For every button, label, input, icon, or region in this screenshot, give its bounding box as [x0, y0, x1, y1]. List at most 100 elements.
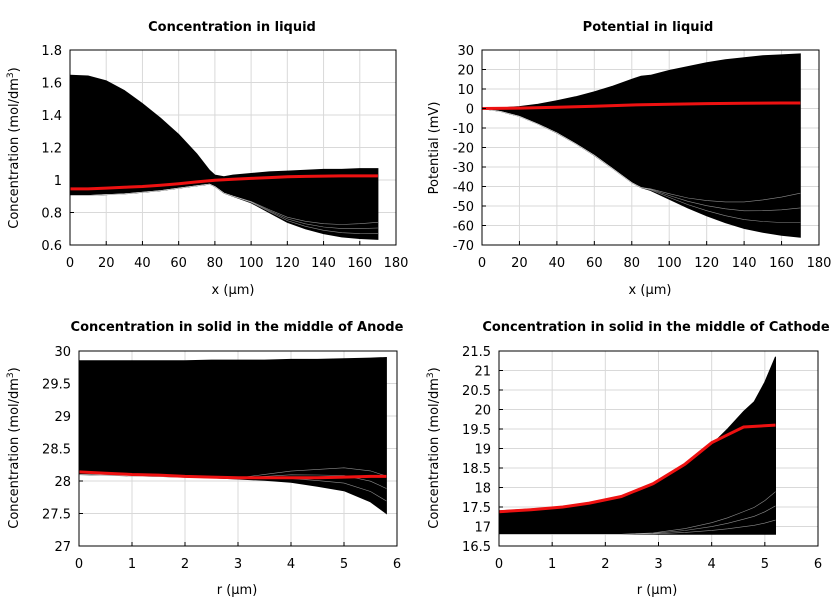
y-tick-label: 1.8	[41, 44, 62, 59]
y-axis-ticks: -70 -60 -50 -40 -30 -20 -10 0 10 20 30	[453, 44, 486, 254]
mean-series-line	[70, 174, 378, 191]
trace-line	[499, 491, 776, 535]
x-axis-label: x (µm)	[629, 283, 672, 298]
x-tick-label: 80	[624, 256, 641, 271]
x-tick-label: 160	[347, 256, 372, 271]
y-tick-label: 1.6	[41, 77, 62, 92]
trace-envelope-area	[78, 356, 387, 515]
y-tick-label: 27	[54, 540, 71, 555]
x-tick-label: 3	[234, 557, 242, 572]
x-tick-label: 20	[98, 256, 115, 271]
x-tick-label: 100	[239, 256, 264, 271]
y-tick-label: -60	[453, 220, 474, 235]
trace-envelope	[481, 53, 801, 238]
y-tick-label: 1.2	[41, 142, 62, 157]
y-axis-label-main: Concentration (mol/dm	[7, 78, 22, 229]
x-tick-label: 120	[275, 256, 300, 271]
y-tick-label: 27.5	[42, 508, 71, 523]
x-axis-ticks: 0 1 2 3 4 5 6	[495, 542, 822, 572]
panel-concentration-liquid: Concentration in liquid 0 20 40 60 80 100 120 1…	[6, 20, 408, 298]
y-tick-label: 29.5	[42, 378, 71, 393]
x-tick-label: 0	[75, 557, 83, 572]
x-tick-label: 1	[548, 557, 556, 572]
x-axis-ticks: 0 1 2 3 4 5 6	[75, 542, 401, 572]
x-tick-label: 180	[807, 256, 832, 271]
y-tick-label: 16.5	[462, 540, 491, 555]
y-axis-label-main: Concentration (mol/dm	[427, 378, 442, 529]
mean-series-line	[498, 423, 776, 514]
y-tick-label: 10	[457, 83, 474, 98]
y-tick-label: -30	[453, 161, 474, 176]
x-tick-label: 20	[511, 256, 528, 271]
y-tick-label: 20	[457, 64, 474, 79]
y-axis-label-end: )	[7, 367, 22, 372]
x-tick-label: 60	[586, 256, 603, 271]
y-axis-label-sup: 3	[6, 72, 16, 78]
y-tick-label: 18.5	[462, 462, 491, 477]
x-axis-label: r (µm)	[637, 583, 678, 598]
y-tick-label: -40	[453, 181, 474, 196]
y-axis-label-end: )	[7, 67, 22, 72]
y-tick-label: 21.5	[462, 345, 491, 360]
x-tick-label: 60	[170, 256, 187, 271]
y-axis-ticks: 16.5 17 17.5 18 18.5 19 19.5 20 20.5 21 21.5	[462, 345, 503, 555]
y-axis-label-main: Concentration (mol/dm	[7, 378, 22, 529]
trace-envelope-area	[69, 74, 379, 240]
x-tick-label: 100	[657, 256, 682, 271]
y-axis-label: Concentration (mol/dm3)	[6, 67, 22, 229]
x-tick-label: 80	[207, 256, 224, 271]
trace-envelope	[69, 74, 379, 240]
x-tick-label: 180	[384, 256, 409, 271]
x-tick-label: 40	[134, 256, 151, 271]
x-tick-label: 0	[495, 557, 503, 572]
series-group	[498, 423, 776, 514]
y-tick-label: 0	[466, 103, 474, 118]
y-tick-label: 19	[474, 443, 491, 458]
y-axis-label: Concentration (mol/dm3)	[6, 367, 22, 529]
x-tick-label: 1	[128, 557, 136, 572]
y-axis-label-sup: 3	[6, 372, 16, 378]
y-tick-label: 30	[457, 44, 474, 59]
x-tick-label: 6	[393, 557, 401, 572]
y-axis-label: Potential (mV)	[427, 102, 442, 195]
mean-series-line	[78, 470, 387, 480]
y-tick-label: 30	[54, 345, 71, 360]
y-axis-label-sup: 3	[426, 372, 436, 378]
panel-potential-liquid: Potential in liquid 0 20 40 60 80 100 120 140 16…	[427, 20, 831, 298]
trace-envelope	[78, 356, 387, 515]
y-tick-label: 0.6	[41, 239, 62, 254]
trace-line	[481, 108, 801, 203]
y-tick-label: -20	[453, 142, 474, 157]
y-tick-label: -10	[453, 122, 474, 137]
x-axis-label: x (µm)	[212, 283, 255, 298]
x-tick-label: 6	[814, 557, 822, 572]
y-tick-label: 18	[474, 482, 491, 497]
y-axis-ticks: 0.6 0.8 1 1.2 1.4 1.6 1.8	[41, 44, 74, 254]
trace-line	[70, 183, 378, 225]
mean-series-line	[481, 101, 801, 110]
y-tick-label: -50	[453, 200, 474, 215]
y-tick-label: 1	[54, 174, 62, 189]
y-tick-label: 17.5	[462, 501, 491, 516]
panel-title: Concentration in liquid	[148, 20, 316, 35]
series-group	[78, 470, 387, 480]
y-tick-label: 28	[54, 475, 71, 490]
x-tick-label: 40	[549, 256, 566, 271]
y-tick-label: 29	[54, 410, 71, 425]
y-tick-label: 17	[474, 521, 491, 536]
panel-title: Concentration in solid in the middle of …	[71, 320, 404, 335]
x-tick-label: 0	[478, 256, 486, 271]
y-tick-label: 20.5	[462, 384, 491, 399]
series-group	[70, 174, 378, 191]
x-axis-label: r (µm)	[217, 583, 258, 598]
y-axis-label: Concentration (mol/dm3)	[426, 367, 442, 529]
x-tick-label: 5	[340, 557, 348, 572]
x-tick-label: 0	[66, 256, 74, 271]
x-tick-label: 2	[181, 557, 189, 572]
y-tick-label: 0.8	[41, 207, 62, 222]
x-tick-label: 4	[708, 557, 716, 572]
x-tick-label: 160	[769, 256, 794, 271]
x-tick-label: 140	[732, 256, 757, 271]
y-tick-label: 20	[474, 404, 491, 419]
